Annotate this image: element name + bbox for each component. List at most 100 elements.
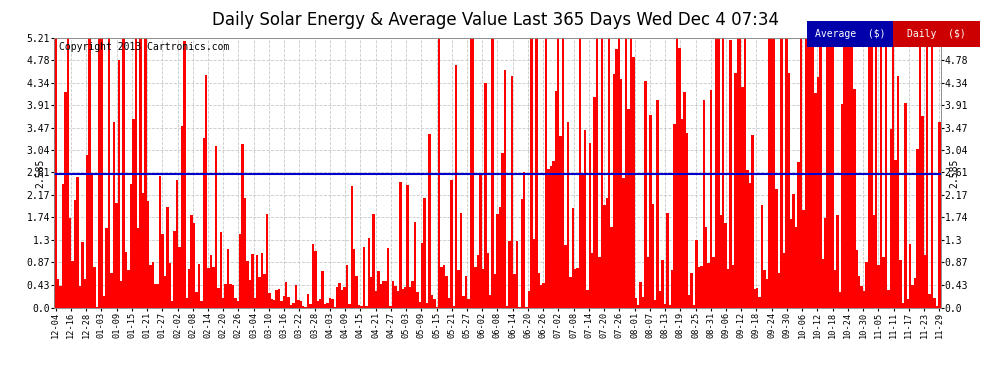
- Bar: [885, 38, 887, 308]
- Bar: [620, 79, 623, 308]
- Bar: [637, 305, 640, 308]
- Bar: [173, 231, 176, 308]
- Bar: [360, 306, 362, 308]
- Bar: [686, 133, 688, 308]
- Bar: [656, 100, 659, 308]
- Bar: [309, 304, 312, 307]
- Bar: [633, 57, 635, 308]
- Bar: [843, 38, 845, 308]
- Bar: [934, 298, 936, 307]
- Bar: [312, 244, 314, 308]
- Bar: [606, 198, 608, 308]
- Bar: [564, 245, 566, 308]
- Bar: [414, 222, 416, 308]
- Bar: [198, 264, 200, 308]
- Bar: [227, 249, 230, 308]
- Bar: [362, 247, 365, 308]
- Bar: [805, 38, 807, 308]
- Bar: [260, 253, 263, 308]
- Bar: [775, 189, 778, 308]
- Bar: [212, 267, 215, 308]
- Bar: [666, 213, 668, 308]
- Bar: [536, 38, 538, 308]
- Bar: [183, 41, 185, 308]
- Bar: [125, 252, 128, 308]
- Bar: [389, 306, 392, 308]
- Bar: [549, 166, 552, 308]
- Bar: [353, 249, 355, 308]
- Bar: [737, 38, 739, 308]
- Bar: [832, 38, 834, 308]
- Bar: [327, 303, 329, 307]
- Bar: [521, 200, 523, 308]
- Bar: [193, 223, 195, 308]
- Bar: [654, 300, 656, 307]
- Bar: [732, 265, 735, 308]
- Bar: [64, 92, 66, 308]
- Bar: [168, 263, 171, 308]
- Bar: [676, 38, 678, 308]
- Bar: [581, 174, 584, 308]
- Bar: [642, 297, 644, 307]
- Bar: [850, 38, 853, 308]
- Bar: [358, 305, 360, 308]
- Bar: [841, 105, 843, 308]
- Bar: [280, 301, 282, 307]
- Bar: [613, 75, 615, 308]
- Bar: [66, 38, 69, 308]
- Bar: [623, 178, 625, 308]
- Bar: [81, 242, 83, 308]
- Bar: [511, 76, 513, 308]
- Bar: [387, 248, 389, 308]
- Bar: [867, 38, 870, 308]
- Bar: [705, 227, 708, 308]
- Bar: [56, 279, 59, 308]
- Text: 2.585: 2.585: [36, 159, 46, 188]
- Bar: [436, 307, 438, 308]
- Bar: [424, 198, 426, 308]
- Bar: [748, 183, 751, 308]
- Bar: [743, 38, 746, 308]
- Bar: [163, 276, 166, 308]
- Bar: [936, 306, 939, 308]
- Bar: [484, 83, 486, 308]
- Bar: [101, 38, 103, 308]
- Bar: [263, 274, 265, 308]
- Bar: [770, 38, 773, 308]
- Bar: [872, 215, 875, 308]
- Bar: [543, 283, 545, 308]
- Bar: [533, 239, 536, 308]
- Text: Daily  ($): Daily ($): [908, 29, 966, 39]
- Bar: [79, 286, 81, 308]
- Bar: [603, 205, 606, 308]
- Bar: [651, 204, 654, 308]
- Bar: [479, 174, 482, 308]
- Bar: [469, 38, 472, 308]
- Bar: [778, 273, 780, 308]
- Bar: [931, 38, 934, 308]
- Bar: [166, 207, 168, 308]
- Bar: [339, 283, 341, 308]
- Bar: [329, 298, 332, 307]
- Bar: [251, 254, 253, 308]
- Bar: [780, 38, 783, 308]
- Bar: [725, 223, 727, 308]
- Bar: [365, 306, 367, 308]
- Bar: [693, 305, 695, 308]
- Bar: [501, 153, 504, 308]
- Bar: [635, 298, 637, 307]
- Bar: [559, 136, 561, 308]
- Bar: [438, 38, 441, 308]
- Bar: [892, 38, 894, 308]
- Bar: [870, 38, 872, 308]
- Bar: [765, 279, 768, 308]
- Bar: [710, 90, 713, 308]
- Text: 2.585: 2.585: [949, 159, 959, 188]
- Bar: [571, 208, 574, 308]
- Bar: [394, 286, 397, 308]
- Bar: [708, 263, 710, 308]
- Bar: [887, 290, 890, 308]
- Bar: [730, 39, 732, 308]
- Bar: [516, 241, 518, 308]
- Bar: [593, 97, 596, 308]
